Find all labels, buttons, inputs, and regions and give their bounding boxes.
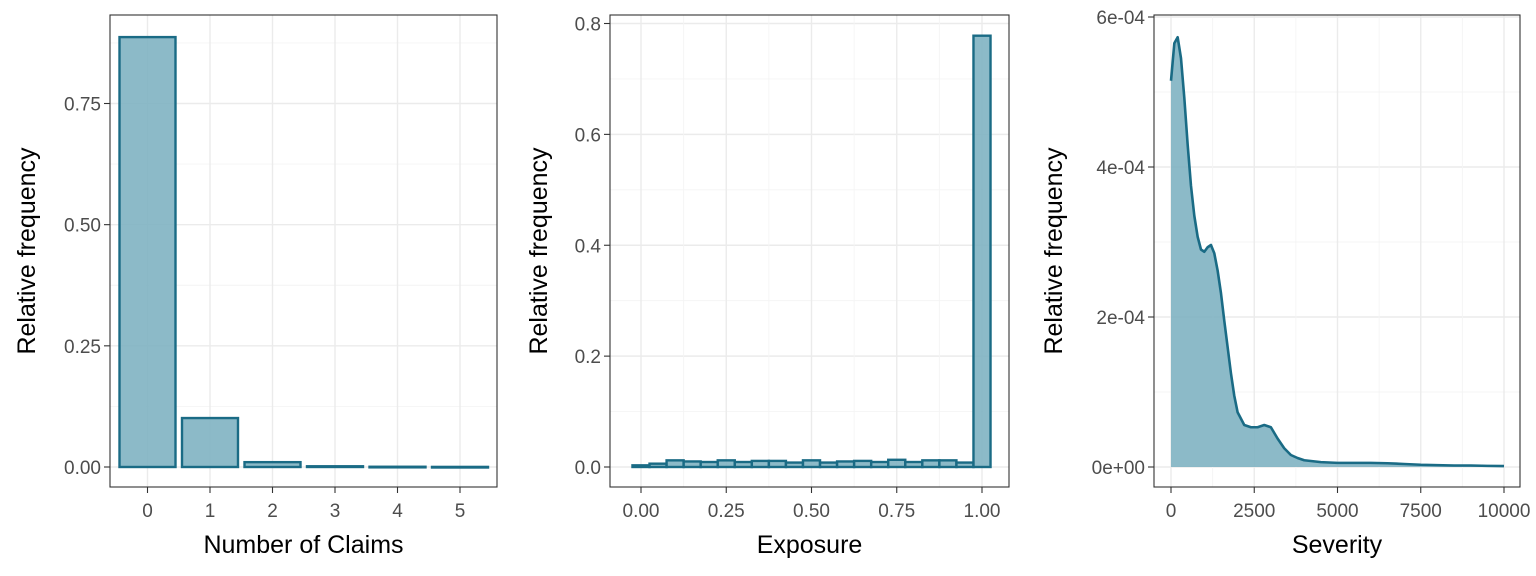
histogram-bin xyxy=(699,460,719,469)
density-line xyxy=(1169,35,1505,468)
histogram-bin xyxy=(801,459,822,469)
x-axis: 0 2500 5000 7500 10000 xyxy=(1166,487,1531,522)
x-tick-label: 4 xyxy=(392,501,403,522)
y-axis-title: Relative frequency xyxy=(1040,147,1068,355)
bar-claims-4 xyxy=(368,465,427,469)
histogram-bin xyxy=(682,460,702,469)
y-tick-label: 0e+00 xyxy=(1092,458,1145,479)
panel-border xyxy=(609,14,1010,488)
histogram-bin xyxy=(631,464,651,469)
x-tick-label: 0.50 xyxy=(793,501,830,522)
x-tick-label: 2 xyxy=(267,501,278,522)
y-tick-label: 4e-04 xyxy=(1096,158,1145,179)
y-axis: 0e+00 2e-04 4e-04 6e-04 xyxy=(1092,8,1154,479)
bar-claims-3 xyxy=(305,465,365,469)
data-marks xyxy=(118,35,490,469)
bar-claims-1 xyxy=(180,416,240,469)
data-marks xyxy=(1169,35,1505,468)
y-tick-label: 6e-04 xyxy=(1096,8,1145,29)
histogram-bin xyxy=(938,459,958,469)
x-tick-label: 7500 xyxy=(1400,501,1442,522)
histogram-bin xyxy=(784,461,805,469)
x-tick-label: 1 xyxy=(205,501,216,522)
histogram-bin xyxy=(665,459,685,469)
histogram-bin xyxy=(972,34,992,469)
severity-density-chart: 0e+00 2e-04 4e-04 6e-04 0 2500 5000 7500 10000 Se… xyxy=(1040,8,1530,559)
histogram-bin xyxy=(904,460,924,469)
bar-claims-2 xyxy=(243,460,302,469)
x-axis: 0.00 0.25 0.50 0.75 1.00 xyxy=(623,487,1001,522)
histogram-bin xyxy=(852,459,873,469)
y-tick-label: 0.75 xyxy=(64,95,101,116)
histogram-bin xyxy=(869,460,890,469)
y-tick-label: 0.25 xyxy=(64,337,101,358)
x-tick-label: 3 xyxy=(330,501,341,522)
data-marks xyxy=(631,34,992,469)
histogram-bin xyxy=(716,459,736,469)
x-axis-title: Exposure xyxy=(757,531,863,559)
histogram-bin xyxy=(750,459,771,469)
histogram-bin xyxy=(955,461,975,469)
x-tick-label: 0 xyxy=(142,501,153,522)
histogram-bin xyxy=(887,458,907,469)
x-axis-title: Severity xyxy=(1292,531,1383,559)
y-tick-label: 0.00 xyxy=(64,458,101,479)
x-tick-label: 1.00 xyxy=(964,501,1001,522)
y-axis-title: Relative frequency xyxy=(13,147,41,355)
histogram-bin xyxy=(835,460,856,469)
claims-bar-chart: 0.00 0.25 0.50 0.75 0 1 2 3 4 5 Number of Claims Re… xyxy=(13,14,498,559)
panel-background xyxy=(610,15,1009,487)
x-tick-label: 0.75 xyxy=(878,501,915,522)
y-tick-label: 0.2 xyxy=(575,347,601,368)
y-axis-title: Relative frequency xyxy=(525,147,553,355)
y-axis: 0.00 0.25 0.50 0.75 xyxy=(64,95,110,479)
histogram-bin xyxy=(648,462,668,469)
x-axis-title: Number of Claims xyxy=(203,531,403,559)
histogram-bin xyxy=(818,461,839,469)
x-tick-label: 0.25 xyxy=(708,501,745,522)
y-tick-label: 0.50 xyxy=(64,216,101,237)
x-tick-label: 5 xyxy=(455,501,466,522)
x-tick-label: 0 xyxy=(1166,501,1177,522)
panel-border xyxy=(109,14,498,488)
x-tick-label: 5000 xyxy=(1316,501,1358,522)
bar-claims-5 xyxy=(430,465,490,469)
histogram-bin xyxy=(921,459,941,469)
x-tick-label: 10000 xyxy=(1478,501,1531,522)
y-axis: 0.0 0.2 0.4 0.6 0.8 xyxy=(575,15,610,479)
y-tick-label: 2e-04 xyxy=(1096,308,1145,329)
y-tick-label: 0.8 xyxy=(575,15,601,36)
y-tick-label: 0.0 xyxy=(575,458,601,479)
exposure-histogram: 0.0 0.2 0.4 0.6 0.8 0.00 0.25 0.50 0.75 1.00 Expos… xyxy=(525,14,1010,559)
y-tick-label: 0.6 xyxy=(575,125,601,146)
x-tick-label: 2500 xyxy=(1233,501,1275,522)
bar-claims-0 xyxy=(118,35,177,469)
y-tick-label: 0.4 xyxy=(575,236,602,257)
histogram-bin xyxy=(767,459,788,469)
x-tick-label: 0.00 xyxy=(623,501,660,522)
x-axis: 0 1 2 3 4 5 xyxy=(142,487,465,522)
histogram-bin xyxy=(733,460,754,469)
density-area xyxy=(1171,37,1504,467)
